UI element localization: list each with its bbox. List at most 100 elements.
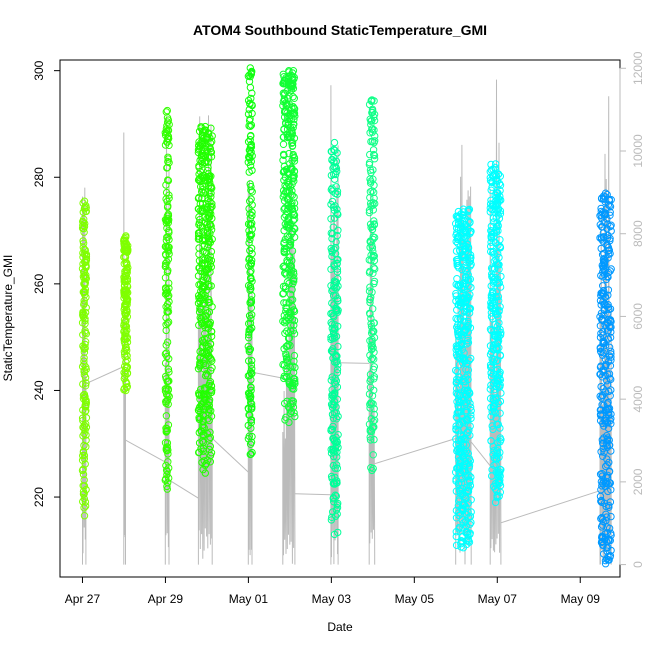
data-point <box>458 359 467 367</box>
data-point <box>280 151 288 160</box>
data-point <box>489 451 497 459</box>
data-point <box>331 464 339 472</box>
data-point <box>455 511 463 520</box>
data-point <box>369 206 377 214</box>
data-point <box>329 414 338 422</box>
data-point <box>492 414 500 422</box>
data-point <box>328 425 337 434</box>
data-point <box>459 544 468 552</box>
data-point <box>328 230 337 238</box>
data-point <box>79 199 87 207</box>
data-point <box>330 301 338 309</box>
data-point <box>599 419 607 428</box>
data-point <box>80 245 88 254</box>
data-point <box>79 380 87 388</box>
x-tick-label: May 09 <box>561 592 601 606</box>
data-point <box>331 170 340 179</box>
data-point <box>78 456 87 464</box>
data-point <box>464 250 472 258</box>
data-point <box>488 171 497 180</box>
data-point <box>604 424 613 433</box>
data-point <box>198 146 206 154</box>
altitude-connector <box>168 479 199 499</box>
data-point <box>329 311 337 320</box>
data-point <box>122 232 130 240</box>
data-point <box>80 225 88 233</box>
data-point <box>365 390 374 398</box>
data-point <box>601 479 610 487</box>
data-point <box>370 386 378 394</box>
data-point <box>244 110 253 118</box>
data-point <box>208 202 216 211</box>
data-point <box>327 516 336 524</box>
data-point <box>452 541 461 549</box>
data-point <box>459 205 468 213</box>
data-point <box>280 91 288 99</box>
data-point <box>600 218 608 227</box>
data-point <box>368 116 376 125</box>
data-point <box>330 138 339 147</box>
data-point <box>208 200 216 208</box>
data-point <box>370 264 378 272</box>
data-point <box>332 243 340 252</box>
data-point <box>80 250 89 258</box>
data-point <box>163 203 172 211</box>
data-point <box>199 430 207 438</box>
data-point <box>330 498 338 506</box>
data-point <box>370 256 379 265</box>
data-point <box>286 327 295 335</box>
data-point <box>198 403 206 411</box>
data-point <box>453 367 461 376</box>
data-point <box>607 265 615 273</box>
data-point <box>467 414 475 423</box>
data-point <box>464 322 472 330</box>
data-point <box>163 443 172 451</box>
data-point <box>456 459 465 467</box>
right-tick-label: 6000 <box>631 303 645 330</box>
data-point <box>369 305 377 313</box>
data-point <box>368 108 376 117</box>
data-point <box>204 233 212 241</box>
data-point <box>366 298 374 307</box>
data-point <box>79 470 88 479</box>
data-point <box>598 401 606 409</box>
data-point <box>461 399 469 407</box>
data-point <box>489 443 497 451</box>
data-point <box>598 223 607 231</box>
data-point <box>459 504 467 513</box>
data-point <box>207 332 216 341</box>
y-tick-label: 240 <box>32 380 46 400</box>
data-point <box>82 262 90 270</box>
data-point <box>596 333 605 342</box>
altitude-connector <box>470 441 491 467</box>
data-point <box>285 92 293 100</box>
data-point <box>79 208 88 216</box>
data-point <box>288 257 296 265</box>
data-point <box>453 229 461 237</box>
data-point <box>457 341 465 350</box>
data-point <box>207 407 215 415</box>
data-point <box>466 512 475 521</box>
data-point <box>329 401 337 409</box>
data-point <box>290 204 299 213</box>
right-tick-label: 0 <box>631 561 645 568</box>
data-point <box>605 343 614 351</box>
data-point <box>370 116 379 125</box>
data-point <box>329 508 337 516</box>
data-point <box>248 201 256 209</box>
data-point <box>328 403 337 412</box>
data-point <box>197 306 205 314</box>
data-point <box>81 340 89 349</box>
data-point <box>333 365 342 374</box>
x-tick-label: May 03 <box>312 592 352 606</box>
data-point <box>369 424 377 432</box>
data-point <box>245 239 253 247</box>
data-point <box>78 319 87 327</box>
data-point <box>329 422 337 431</box>
data-point <box>467 473 475 481</box>
data-point <box>461 266 470 275</box>
data-point <box>605 411 613 419</box>
data-point <box>368 96 376 104</box>
data-point <box>163 130 171 138</box>
data-point <box>369 327 377 335</box>
